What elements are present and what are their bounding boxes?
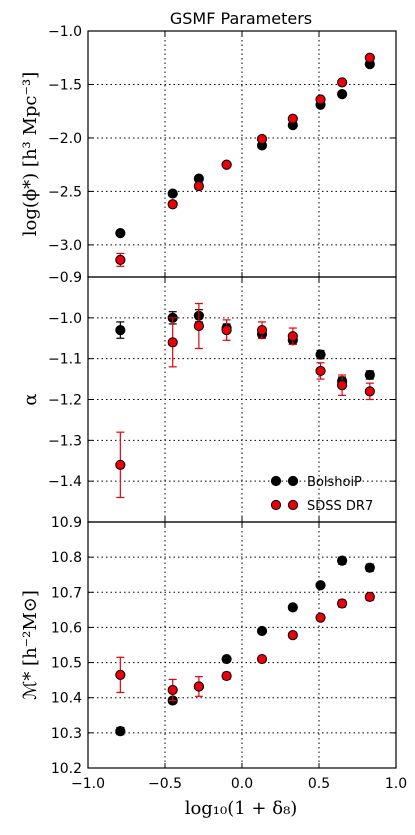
data-point <box>115 228 126 239</box>
y-tick-label: −2.5 <box>48 184 82 200</box>
y-tick-label: 10.6 <box>51 620 82 636</box>
x-tick-label: −0.5 <box>148 776 182 792</box>
series-bolshoip <box>115 59 375 239</box>
data-point <box>364 386 375 397</box>
data-point <box>193 320 204 332</box>
data-point <box>337 555 348 566</box>
y-tick-label: −1.1 <box>48 352 82 368</box>
data-point <box>315 365 326 377</box>
data-point <box>337 77 348 88</box>
y-tick-label: −1.0 <box>48 24 82 40</box>
data-point <box>221 670 232 682</box>
legend: BolshoiP SDSS DR7 <box>270 475 373 514</box>
data-point <box>337 89 348 100</box>
y-tick-label: −1.5 <box>48 77 82 93</box>
data-point <box>115 254 126 265</box>
y-tick-label: 10.9 <box>51 515 82 531</box>
series-sdss-dr7 <box>115 302 375 499</box>
y-tick-label: 10.8 <box>51 550 82 566</box>
data-point <box>364 52 375 63</box>
data-point <box>115 459 126 470</box>
data-point <box>287 113 298 124</box>
chart-title: GSMF Parameters <box>170 9 312 28</box>
data-point <box>256 133 268 145</box>
data-point <box>315 94 326 105</box>
y-axis-label: log(ϕ*) [h³ Mpc⁻³] <box>20 72 41 236</box>
data-point <box>256 324 268 336</box>
y-tick-label: −1.3 <box>48 433 82 449</box>
panel-frame <box>87 521 397 769</box>
data-point <box>115 726 126 737</box>
series-bolshoip <box>115 555 375 737</box>
series-sdss-dr7 <box>115 591 375 702</box>
data-point <box>167 199 178 210</box>
data-point <box>315 612 326 623</box>
y-axis-label: α <box>20 393 41 405</box>
data-point <box>287 630 298 641</box>
y-tick-label: 10.4 <box>51 691 82 707</box>
y-tick-label: 10.7 <box>51 585 82 601</box>
y-tick-label: −1.2 <box>48 393 82 409</box>
legend-marker <box>270 475 282 487</box>
y-tick-label: 10.5 <box>51 656 82 672</box>
data-point <box>364 369 375 381</box>
y-axis-label: ℳ* [h⁻²M⊙] <box>20 590 41 700</box>
panel-alpha: −0.9 −1.0 −1.1 −1.2 −1.3 −1.4 α BolshoiP SDSS DR… <box>20 270 397 523</box>
x-axis-label: log₁₀(1 + δ₈) <box>185 798 298 819</box>
data-point <box>167 684 178 696</box>
y-tick-label: 10.3 <box>51 726 82 742</box>
x-tick-label: 1.0 <box>385 776 407 792</box>
y-tick-label: −1.4 <box>48 474 82 490</box>
data-point <box>221 159 232 170</box>
legend-marker <box>270 499 282 511</box>
data-point <box>256 625 268 637</box>
y-tick-label: −2.0 <box>48 131 82 147</box>
data-point <box>115 669 126 680</box>
panel-mstar: 10.9 10.8 10.7 10.6 10.5 10.4 10.3 10.2 ℳ* [h⁻²M… <box>20 515 397 777</box>
data-point <box>221 653 232 665</box>
y-tick-label: 10.2 <box>51 761 82 777</box>
data-point <box>193 681 204 692</box>
data-point <box>337 380 348 391</box>
x-tick-label: 0.0 <box>231 776 253 792</box>
y-tick-label: −1.0 <box>48 311 82 327</box>
data-point <box>315 349 326 360</box>
legend-label: SDSS DR7 <box>307 499 373 514</box>
legend-label: BolshoiP <box>307 475 362 490</box>
data-point <box>287 602 298 613</box>
data-point <box>364 562 375 573</box>
y-tick-label: −0.9 <box>48 270 82 286</box>
data-point <box>167 337 178 348</box>
legend-marker <box>287 475 299 487</box>
data-point <box>256 653 268 665</box>
data-point <box>287 331 298 342</box>
series-sdss-dr7 <box>115 52 375 267</box>
data-point <box>364 591 375 602</box>
legend-marker <box>287 499 299 511</box>
data-point <box>193 180 204 192</box>
x-tick-label: 0.5 <box>308 776 330 792</box>
data-point <box>167 188 178 199</box>
y-tick-label: −3.0 <box>48 238 82 254</box>
series-bolshoip <box>115 309 375 387</box>
panel-phi: −1.0 −1.5 −2.0 −2.5 −3.0 log(ϕ*) [h³ Mpc⁻³] <box>20 24 397 278</box>
data-point <box>315 580 326 591</box>
data-point <box>337 598 348 609</box>
x-tick-label: −1.0 <box>71 776 105 792</box>
data-point <box>115 324 126 336</box>
data-point <box>221 324 232 336</box>
